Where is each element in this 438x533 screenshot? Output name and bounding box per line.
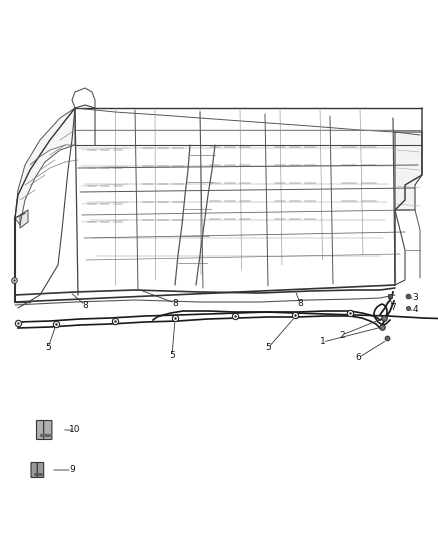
Text: 5: 5 — [265, 343, 271, 352]
FancyBboxPatch shape — [31, 463, 38, 478]
Text: 5: 5 — [45, 343, 51, 352]
Text: 9: 9 — [69, 465, 75, 474]
Text: 2: 2 — [339, 330, 345, 340]
Polygon shape — [20, 210, 28, 228]
FancyBboxPatch shape — [44, 421, 52, 440]
Text: 10: 10 — [69, 425, 81, 434]
FancyBboxPatch shape — [37, 463, 44, 478]
Polygon shape — [395, 132, 422, 210]
Polygon shape — [15, 108, 75, 225]
Text: 5: 5 — [169, 351, 175, 359]
Text: 8: 8 — [82, 301, 88, 310]
Text: 7: 7 — [390, 303, 396, 312]
Text: 8: 8 — [172, 298, 178, 308]
Text: 4: 4 — [412, 305, 418, 314]
Text: 8: 8 — [297, 298, 303, 308]
Text: 3: 3 — [412, 294, 418, 303]
Text: 1: 1 — [320, 337, 326, 346]
Text: 6: 6 — [355, 353, 361, 362]
FancyBboxPatch shape — [36, 421, 44, 440]
